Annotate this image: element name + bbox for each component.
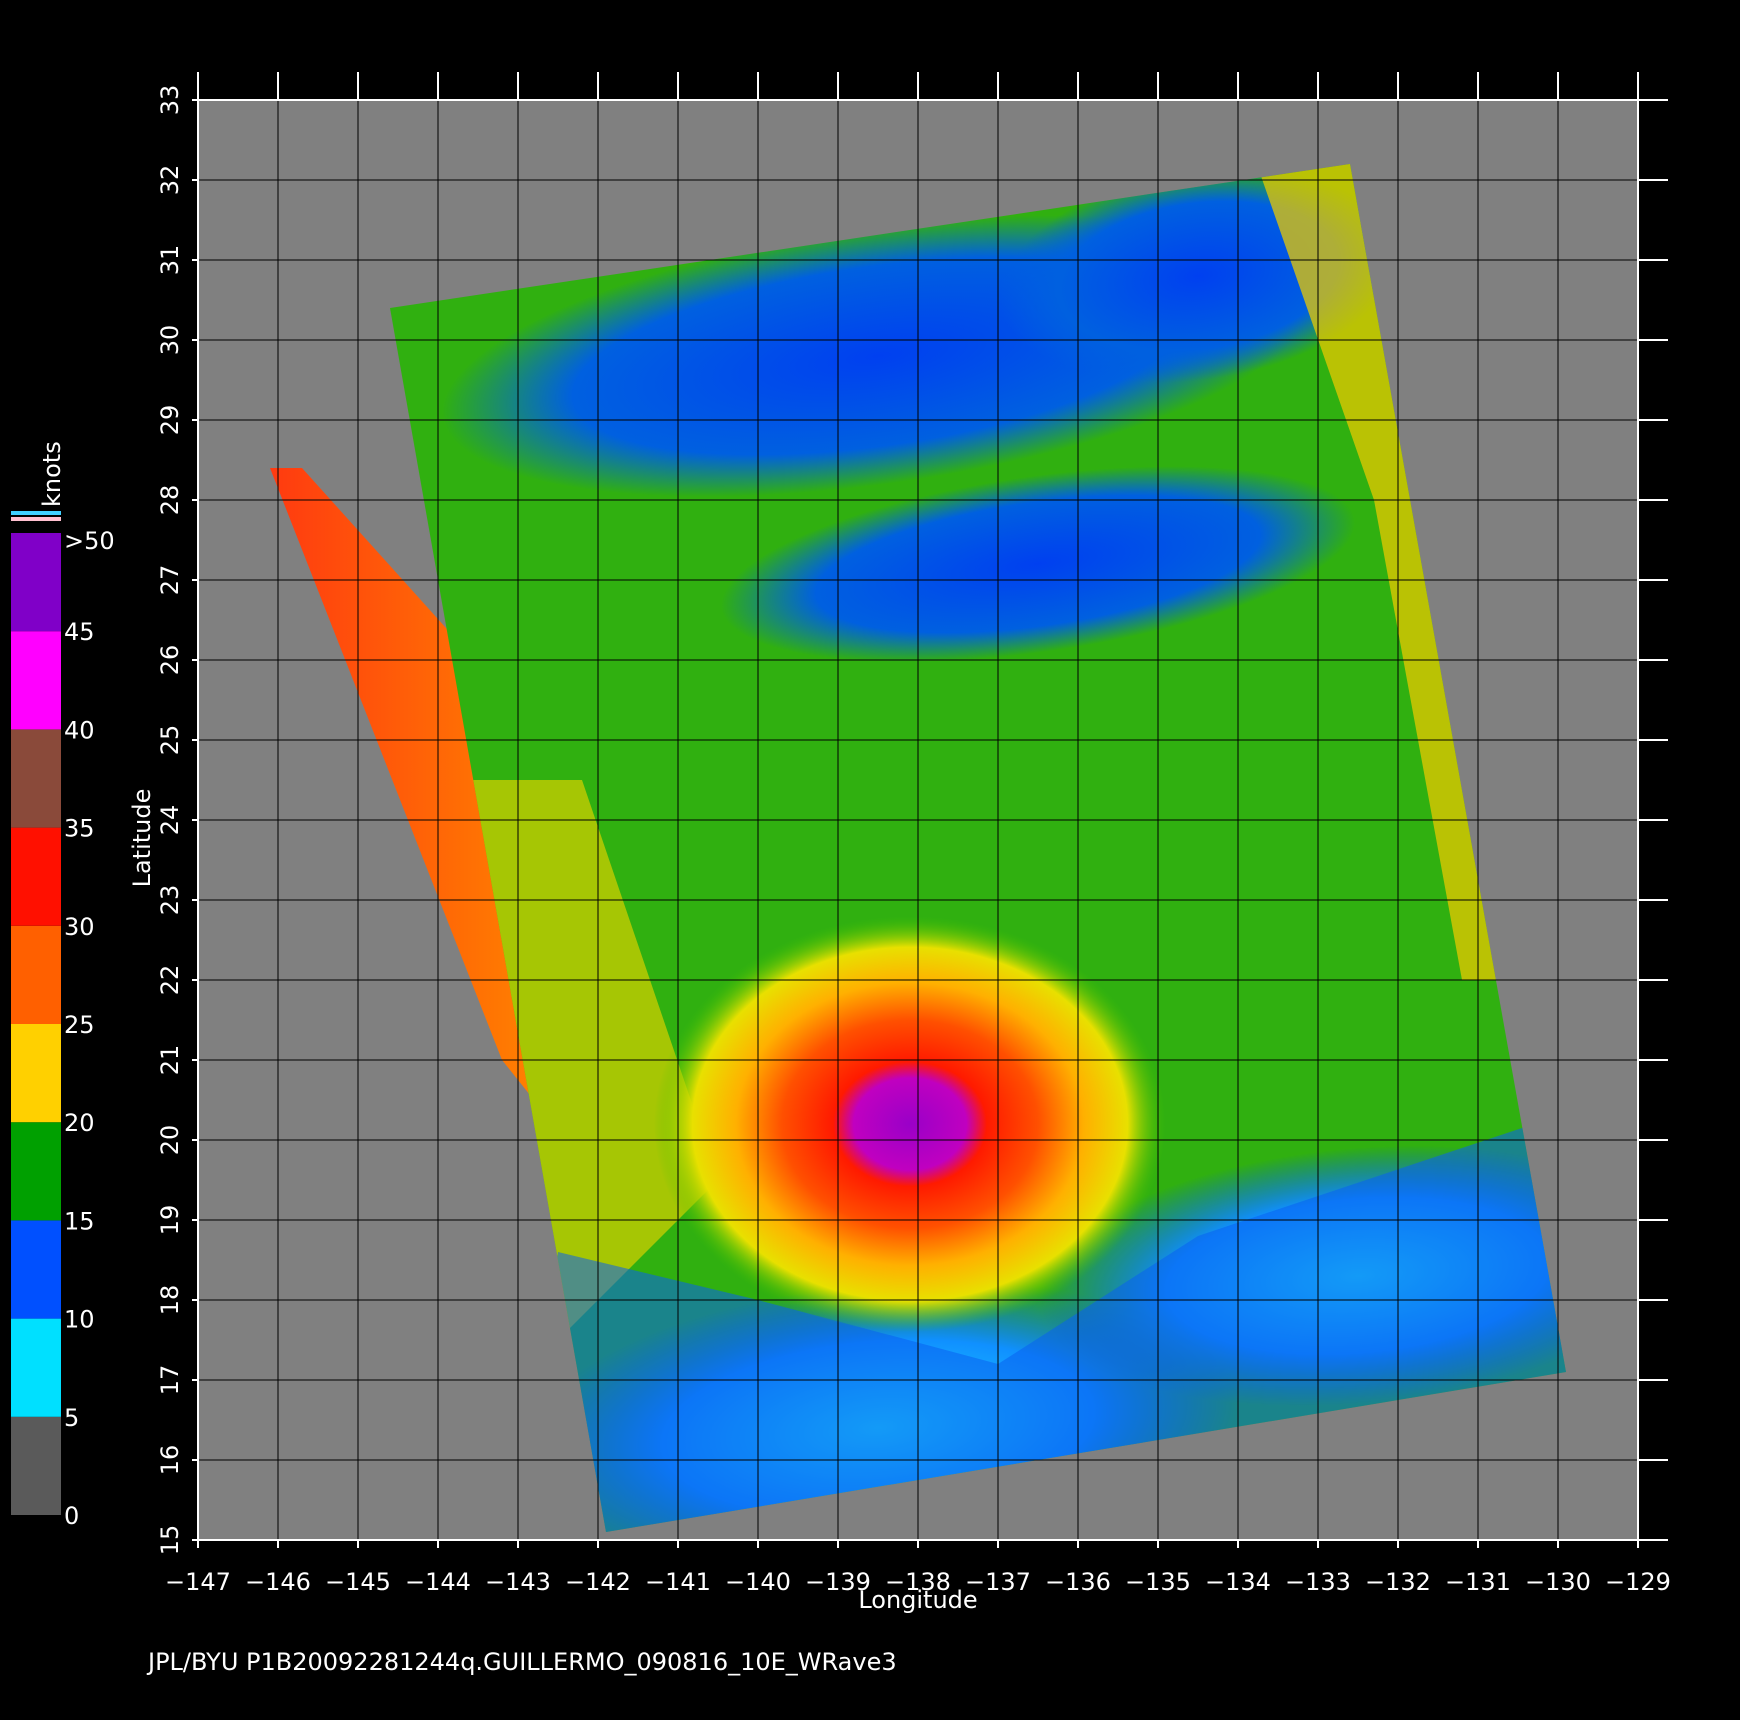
- y-tick-label: 22: [156, 965, 184, 996]
- colorbar-label: 0: [64, 1502, 79, 1530]
- colorbar-label: 10: [64, 1306, 95, 1334]
- y-tick-label: 27: [156, 565, 184, 596]
- colorbar-top: [11, 517, 61, 521]
- y-tick-label: 28: [156, 485, 184, 516]
- x-tick-label: −138: [885, 1568, 951, 1596]
- y-tick-label: 31: [156, 245, 184, 276]
- swath: [270, 164, 1566, 1532]
- left-strip: [270, 468, 534, 1100]
- y-tick-label: 19: [156, 1205, 184, 1236]
- y-tick-label: 16: [156, 1445, 184, 1476]
- colorbar-label: 40: [64, 716, 95, 744]
- colorbar-band: [11, 925, 61, 1024]
- colorbar: 0 5 10 15 20 25 30 35 40 45 >50 knots: [11, 441, 115, 1530]
- y-axis-label: Latitude: [128, 789, 156, 888]
- x-tick-label: −142: [565, 1568, 631, 1596]
- y-tick-label: 15: [156, 1525, 184, 1556]
- plot-frame: [197, 99, 1639, 1541]
- y-tick-label: 29: [156, 405, 184, 436]
- colorbar-band: [11, 1416, 61, 1515]
- x-tick-label: −146: [245, 1568, 311, 1596]
- colorbar-label: >50: [64, 527, 115, 555]
- x-tick-label: −140: [725, 1568, 791, 1596]
- y-tick-label: 17: [156, 1365, 184, 1396]
- colorbar-label: 15: [64, 1207, 95, 1235]
- colorbar-label: 45: [64, 618, 95, 646]
- x-tick-label: −132: [1365, 1568, 1431, 1596]
- colorbar-label: 25: [64, 1011, 95, 1039]
- colorbar-band: [11, 827, 61, 926]
- colorbar-band: [11, 729, 61, 828]
- y-tick-label: 30: [156, 325, 184, 356]
- calm-region: [720, 466, 1356, 662]
- x-tick-label: −145: [325, 1568, 391, 1596]
- x-tick-label: −135: [1125, 1568, 1191, 1596]
- x-tick-label: −130: [1525, 1568, 1591, 1596]
- swath-fields: [441, 164, 1566, 1532]
- y-tick-label: 32: [156, 165, 184, 196]
- y-tick-label: 24: [156, 805, 184, 836]
- x-tick-label: −133: [1285, 1568, 1351, 1596]
- x-tick-label: −136: [1045, 1568, 1111, 1596]
- storm: [654, 916, 1166, 1332]
- x-tick-label: −134: [1205, 1568, 1271, 1596]
- colorbar-band: [11, 533, 61, 632]
- colorbar-label: 20: [64, 1109, 95, 1137]
- y-tick-label: 21: [156, 1045, 184, 1076]
- footer: JPL/BYU P1B20092281244q.GUILLERMO_090816…: [146, 1648, 897, 1676]
- colorbar-band: [11, 1318, 61, 1417]
- y-tick-label: 18: [156, 1285, 184, 1316]
- colorbar-title: knots: [38, 441, 66, 507]
- x-tick-label: −131: [1445, 1568, 1511, 1596]
- grid: −147 −146 −145 −144 −143 −142 −141 −140 −139 −138…: [156, 72, 1671, 1596]
- colorbar-band: [11, 1122, 61, 1221]
- colorbar-band: [11, 631, 61, 730]
- y-tick-label: 33: [156, 85, 184, 116]
- y-tick-label: 20: [156, 1125, 184, 1156]
- x-tick-label: −143: [485, 1568, 551, 1596]
- colorbar-label: 35: [64, 815, 95, 843]
- colorbar-band: [11, 1024, 61, 1123]
- x-axis-label: Longitude: [858, 1586, 977, 1614]
- x-tick-label: −147: [165, 1568, 231, 1596]
- x-tick-label: −129: [1605, 1568, 1671, 1596]
- x-tick-label: −137: [965, 1568, 1031, 1596]
- y-tick-label: 25: [156, 725, 184, 756]
- colorbar-top: [11, 511, 61, 515]
- colorbar-label: 5: [64, 1404, 79, 1432]
- x-tick-label: −141: [645, 1568, 711, 1596]
- colorbar-label: 30: [64, 913, 95, 941]
- x-tick-label: −144: [405, 1568, 471, 1596]
- x-tick-label: −139: [805, 1568, 871, 1596]
- y-tick-label: 23: [156, 885, 184, 916]
- y-tick-label: 26: [156, 645, 184, 676]
- colorbar-band: [11, 1220, 61, 1319]
